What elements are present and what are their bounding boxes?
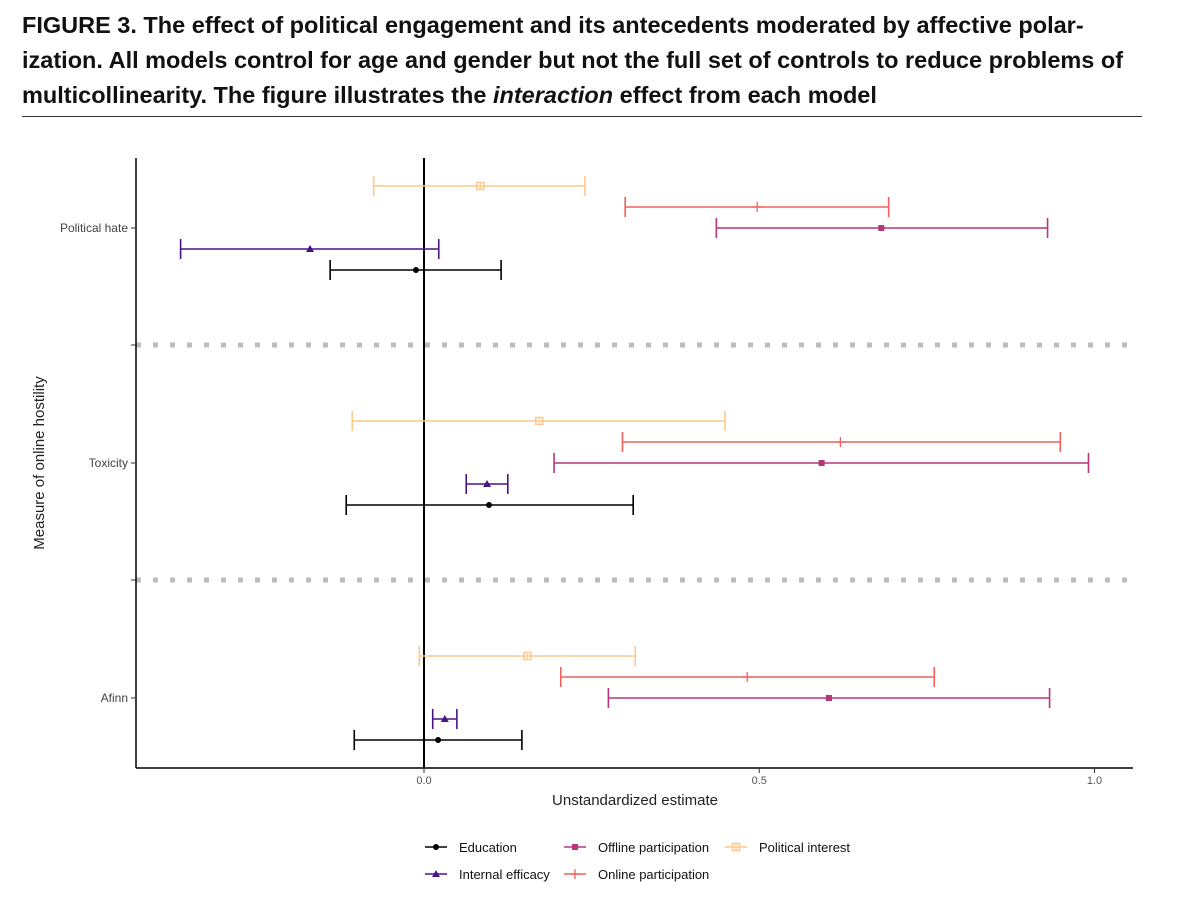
- legend-label: Online participation: [598, 867, 709, 882]
- title-italic: interaction: [492, 82, 614, 108]
- point-estimate-cross: [476, 182, 484, 190]
- point-estimate: [825, 695, 832, 701]
- y-tick-label: Political hate: [60, 221, 128, 235]
- title-rule: [22, 116, 1142, 117]
- legend-label: Education: [459, 840, 517, 855]
- point-estimate-cross: [535, 417, 543, 425]
- figure-title: FIGURE 3. The effect of political engage…: [22, 8, 1147, 113]
- x-tick-label: 1.0: [1087, 775, 1102, 787]
- y-axis-label: Measure of online hostility: [31, 376, 48, 550]
- legend-key-marker: [572, 844, 578, 850]
- legend-label: Offline participation: [598, 840, 709, 855]
- legend-label: Internal efficacy: [459, 867, 550, 882]
- point-estimate: [483, 480, 492, 487]
- point-estimate: [742, 672, 753, 682]
- x-tick-label: 0.5: [752, 775, 767, 787]
- y-tick-label: Toxicity: [89, 456, 128, 470]
- point-estimate: [412, 267, 419, 273]
- point-estimate: [835, 437, 846, 447]
- legend-key-marker-cross: [732, 843, 740, 851]
- point-estimate: [440, 715, 449, 722]
- title-text: FIGURE 3. The effect of political engage…: [22, 12, 1124, 108]
- point-estimate: [878, 225, 885, 231]
- point-estimate: [435, 737, 442, 743]
- point-estimate-cross: [523, 652, 531, 660]
- y-tick-label: Afinn: [101, 691, 128, 705]
- title-text-end: effect from each model: [613, 82, 877, 108]
- point-estimate: [752, 202, 763, 212]
- legend-label: Political interest: [759, 840, 850, 855]
- point-estimate: [306, 245, 315, 252]
- legend-key-marker: [432, 870, 440, 877]
- point-estimate: [818, 460, 825, 466]
- x-tick-label: 0.0: [416, 775, 431, 787]
- legend-key-marker: [433, 844, 439, 850]
- point-estimate: [486, 502, 493, 508]
- legend-key-marker: [570, 869, 580, 879]
- x-axis-label: Unstandardized estimate: [552, 792, 718, 809]
